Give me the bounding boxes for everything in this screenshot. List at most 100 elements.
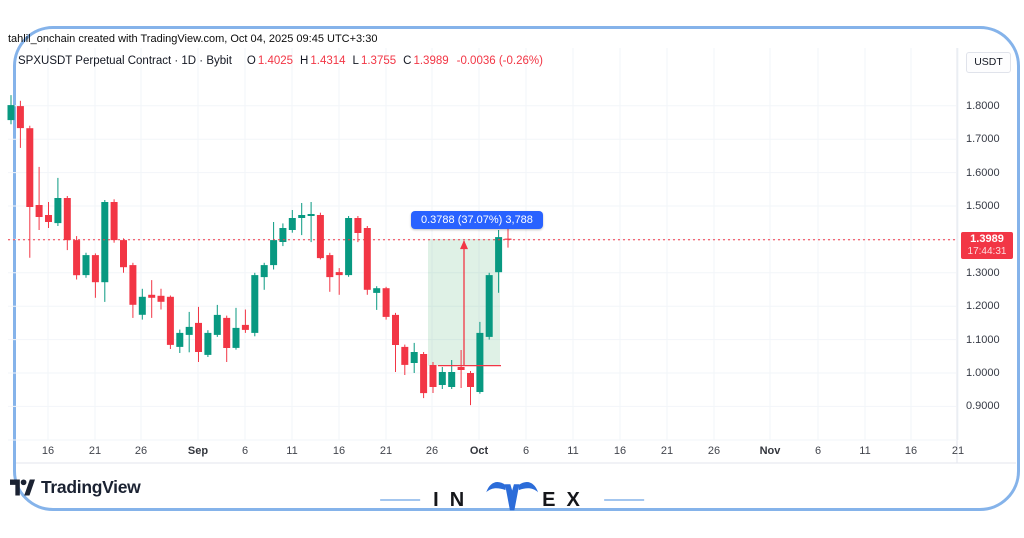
time-axis-label: 6 [522, 445, 530, 457]
time-axis-label: 16 [332, 445, 346, 457]
candle[interactable] [476, 321, 484, 394]
time-axis-label: 6 [814, 445, 822, 457]
candle[interactable] [438, 367, 446, 389]
invex-logo: IN EX [380, 482, 644, 517]
candle[interactable] [504, 228, 512, 248]
candle[interactable] [204, 330, 212, 357]
time-axis-label: Sep [187, 445, 209, 457]
bar-countdown: 17:44:31 [967, 245, 1007, 257]
candle[interactable] [213, 304, 221, 337]
candle[interactable] [16, 100, 24, 148]
candle[interactable] [110, 199, 118, 243]
candle[interactable] [54, 177, 62, 226]
time-axis-label: 16 [613, 445, 627, 457]
candle[interactable] [35, 166, 43, 230]
ohlc-value: 1.4025 [257, 55, 294, 67]
candle[interactable] [363, 226, 371, 295]
time-axis-label: 11 [286, 445, 298, 457]
price-axis-label: 1.3000 [966, 266, 1000, 279]
attribution-text: tahlil_onchain created with TradingView.… [8, 33, 378, 45]
candle[interactable] [457, 350, 465, 388]
candle[interactable] [157, 288, 165, 310]
time-axis-label: 16 [904, 445, 918, 457]
candle[interactable] [232, 307, 240, 350]
candle[interactable] [270, 222, 278, 270]
candle[interactable] [420, 352, 428, 399]
candle[interactable] [195, 306, 202, 362]
time-axis-label: 26 [425, 445, 439, 457]
candle[interactable] [429, 362, 437, 393]
ohlc-value: 1.4314 [310, 55, 346, 67]
invex-right-rule [603, 499, 644, 501]
candle[interactable] [298, 203, 306, 236]
candle[interactable] [448, 360, 456, 389]
candle[interactable] [373, 286, 381, 310]
ohlc-value: 1.3989 [413, 55, 449, 67]
invex-letters-right: EX [542, 488, 591, 511]
measure-tool-label[interactable]: 0.3788 (37.07%) 3,788 [411, 211, 543, 229]
time-axis-label: Oct [469, 445, 489, 457]
candle[interactable] [345, 216, 353, 277]
ohlc-values: O 1.4025 H 1.4314 L 1.3755 C 1.3989 [240, 55, 449, 67]
time-axis-label: 21 [88, 445, 102, 457]
time-axis-label: 6 [241, 445, 249, 457]
currency-button[interactable]: USDT [966, 52, 1011, 73]
candle[interactable] [495, 230, 503, 293]
candle[interactable] [138, 288, 146, 320]
candle[interactable] [335, 268, 343, 295]
candle[interactable] [63, 196, 71, 251]
candle[interactable] [260, 262, 268, 290]
candle[interactable] [354, 216, 362, 243]
invex-left-rule [380, 499, 421, 501]
candle[interactable] [279, 223, 287, 247]
price-axis-label: 1.8000 [966, 99, 1000, 112]
candle[interactable] [82, 252, 90, 278]
candle[interactable] [223, 315, 231, 362]
time-axis-label: Nov [759, 445, 781, 457]
widget-border [13, 26, 1020, 511]
tradingview-logo[interactable]: TradingView [10, 477, 141, 498]
candle[interactable] [467, 371, 474, 406]
ohlc-key: C [403, 55, 412, 67]
candle[interactable] [326, 252, 334, 292]
candle[interactable] [401, 344, 409, 375]
tradingview-wordmark: TradingView [41, 477, 141, 497]
candle[interactable] [485, 272, 493, 340]
time-axis-label: 16 [41, 445, 55, 457]
ohlc-key: H [300, 55, 309, 67]
candle[interactable] [129, 262, 137, 318]
price-axis-label: 0.9000 [966, 400, 1000, 413]
candle[interactable] [410, 342, 418, 373]
candle[interactable] [73, 236, 81, 280]
candle[interactable] [251, 272, 259, 337]
candle[interactable] [91, 253, 99, 298]
candle[interactable] [166, 295, 174, 350]
time-axis-label: 21 [951, 445, 965, 457]
candle[interactable] [382, 286, 390, 320]
candle[interactable] [101, 200, 109, 302]
symbol-title[interactable]: SPXUSDT Perpetual Contract · 1D · Bybit [18, 55, 232, 67]
candle[interactable] [26, 125, 34, 258]
candle[interactable] [392, 312, 399, 372]
time-axis-label: 26 [707, 445, 721, 457]
invex-letters-left: IN [433, 488, 476, 511]
price-axis-label: 1.7000 [966, 133, 1000, 146]
candle[interactable] [307, 202, 315, 243]
change-value: -0.0036 (-0.26%) [456, 55, 543, 67]
measure-arrow-head [460, 240, 468, 250]
candle[interactable] [120, 238, 127, 273]
time-axis-label: 11 [859, 445, 871, 457]
price-axis-label: 1.5000 [966, 200, 1000, 212]
candle[interactable] [148, 280, 156, 318]
candle[interactable] [316, 212, 324, 260]
price-axis-label: 1.2000 [966, 300, 1000, 313]
last-price-value: 1.3989 [970, 232, 1004, 245]
candle[interactable] [7, 95, 15, 125]
candle[interactable] [288, 210, 296, 233]
candle[interactable] [45, 202, 52, 228]
candle[interactable] [176, 329, 184, 353]
candle[interactable] [241, 309, 249, 333]
candle[interactable] [185, 311, 193, 353]
